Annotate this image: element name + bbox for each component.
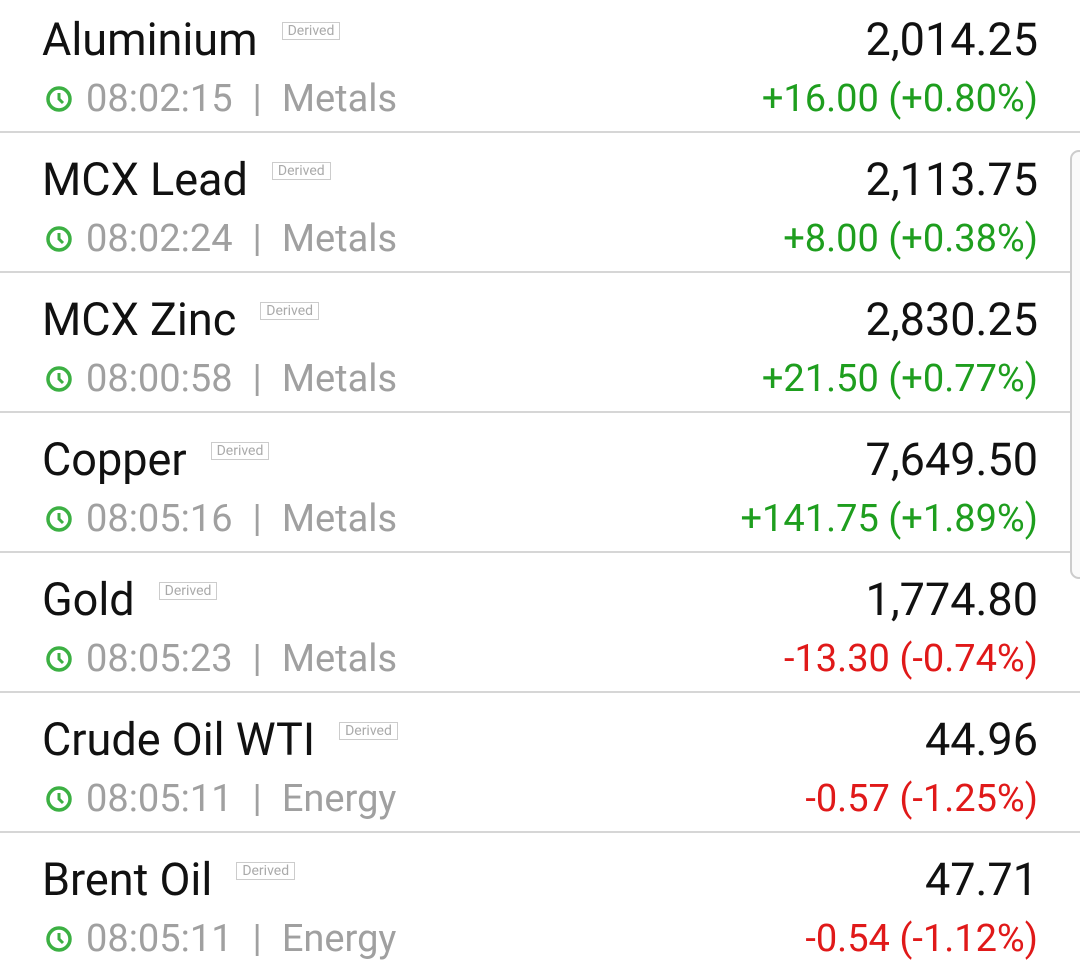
clock-icon	[46, 366, 72, 392]
separator: |	[252, 777, 262, 821]
commodity-row[interactable]: Copper Derived 08:05:16 | Metals 7,649.50 +141…	[0, 420, 1080, 560]
info-line: 08:05:11 | Energy	[44, 916, 396, 962]
separator: |	[252, 917, 262, 961]
title-line: Copper Derived	[42, 432, 270, 488]
divider	[0, 411, 1080, 413]
derived-badge: Derived	[260, 302, 320, 320]
derived-badge: Derived	[210, 442, 270, 460]
clock-icon	[46, 926, 72, 952]
price: 7,649.50	[865, 433, 1038, 486]
divider	[0, 691, 1080, 693]
divider	[0, 271, 1080, 273]
commodity-name: MCX Lead	[42, 153, 248, 206]
category: Energy	[281, 777, 397, 821]
title-line: Brent Oil Derived	[42, 852, 296, 908]
commodity-name: Brent Oil	[42, 853, 213, 906]
commodity-row[interactable]: Gold Derived 08:05:23 | Metals 1,774.80 -13.30…	[0, 560, 1080, 700]
change: -0.54 (-1.12%)	[805, 917, 1038, 961]
title-line: Aluminium Derived	[42, 12, 341, 68]
timestamp: 08:05:16	[86, 497, 233, 541]
timestamp: 08:05:11	[86, 917, 233, 961]
commodity-row[interactable]: MCX Zinc Derived 08:00:58 | Metals 2,830.25 +2…	[0, 280, 1080, 420]
timestamp: 08:02:15	[86, 77, 233, 121]
separator: |	[252, 637, 262, 681]
info-line: 08:05:11 | Energy	[44, 776, 396, 822]
info-line: 08:00:58 | Metals	[44, 356, 397, 402]
price: 2,113.75	[865, 153, 1038, 206]
separator: |	[252, 217, 262, 261]
derived-badge: Derived	[236, 862, 296, 880]
clock-icon	[46, 786, 72, 812]
change: +141.75 (+1.89%)	[740, 497, 1038, 541]
commodity-name: Gold	[42, 573, 135, 626]
price: 44.96	[924, 713, 1038, 766]
title-line: Gold Derived	[42, 572, 218, 628]
derived-badge: Derived	[158, 582, 218, 600]
price: 2,014.25	[865, 13, 1038, 66]
price: 2,830.25	[865, 293, 1038, 346]
title-line: Crude Oil WTI Derived	[42, 712, 398, 768]
category: Metals	[281, 217, 398, 261]
timestamp: 08:05:11	[86, 777, 233, 821]
category: Energy	[281, 917, 397, 961]
commodity-name: Copper	[42, 433, 187, 486]
info-line: 08:05:16 | Metals	[44, 496, 397, 542]
category: Metals	[281, 497, 398, 541]
derived-badge: Derived	[339, 722, 398, 740]
derived-badge: Derived	[281, 22, 341, 40]
commodity-row[interactable]: Crude Oil WTI Derived 08:05:11 | Energy 44.96…	[0, 700, 1080, 840]
category: Metals	[281, 357, 398, 401]
clock-icon	[46, 506, 72, 532]
change: -0.57 (-1.25%)	[805, 777, 1038, 821]
price: 47.71	[924, 853, 1038, 906]
info-line: 08:02:24 | Metals	[44, 216, 397, 262]
commodity-row[interactable]: Brent Oil Derived 08:05:11 | Energy 47.71 -0.5…	[0, 840, 1080, 972]
commodity-name: Aluminium	[42, 13, 258, 66]
timestamp: 08:02:24	[86, 217, 233, 261]
timestamp: 08:00:58	[86, 357, 233, 401]
change: +21.50 (+0.77%)	[761, 357, 1038, 401]
divider	[0, 831, 1080, 833]
category: Metals	[281, 77, 398, 121]
divider	[0, 131, 1080, 133]
info-line: 08:02:15 | Metals	[44, 76, 397, 122]
scrollbar	[1070, 150, 1080, 579]
change: +8.00 (+0.38%)	[783, 217, 1038, 261]
commodity-name: MCX Zinc	[42, 293, 237, 346]
commodity-row[interactable]: Aluminium Derived 08:02:15 | Metals 2,014.25 +…	[0, 0, 1080, 140]
price: 1,774.80	[865, 573, 1038, 626]
change: +16.00 (+0.80%)	[761, 77, 1038, 121]
separator: |	[252, 357, 262, 401]
separator: |	[252, 497, 262, 541]
clock-icon	[46, 86, 72, 112]
category: Metals	[281, 637, 398, 681]
commodity-row[interactable]: MCX Lead Derived 08:02:24 | Metals 2,113.75 +8…	[0, 140, 1080, 280]
commodity-name: Crude Oil WTI	[42, 713, 316, 766]
divider	[0, 551, 1080, 553]
derived-badge: Derived	[271, 162, 331, 180]
change: -13.30 (-0.74%)	[783, 637, 1038, 681]
title-line: MCX Lead Derived	[42, 152, 331, 208]
separator: |	[252, 77, 262, 121]
clock-icon	[46, 226, 72, 252]
clock-icon	[46, 646, 72, 672]
info-line: 08:05:23 | Metals	[44, 636, 397, 682]
timestamp: 08:05:23	[86, 637, 233, 681]
title-line: MCX Zinc Derived	[42, 292, 320, 348]
